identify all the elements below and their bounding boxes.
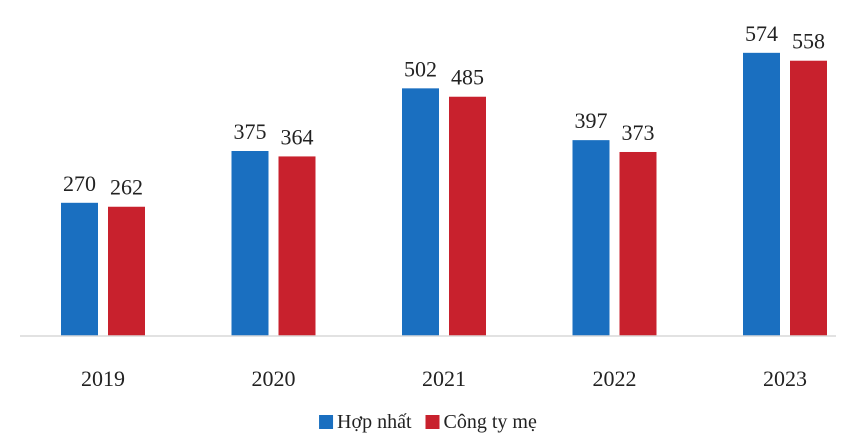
value-label-2021-series-1: 502 — [404, 56, 437, 81]
x-tick-label-2023: 2023 — [763, 366, 807, 391]
bar-2020-series-1 — [232, 151, 269, 336]
bar-2023-series-1 — [743, 53, 780, 336]
bar-2021-series-2 — [449, 97, 486, 336]
x-tick-label-2019: 2019 — [81, 366, 125, 391]
legend-label-series-2: Công ty mẹ — [444, 411, 537, 433]
value-label-2020-series-2: 364 — [281, 124, 314, 149]
bar-2019-series-1 — [61, 203, 98, 336]
value-label-2019-series-2: 262 — [110, 175, 143, 200]
bars-group — [61, 53, 827, 336]
value-label-2023-series-2: 558 — [792, 29, 825, 54]
value-labels-group: 270 262 375 364 502 485 397 373 574 558 — [63, 21, 825, 200]
legend-label-series-1: Hợp nhất — [337, 411, 412, 433]
bar-2023-series-2 — [790, 61, 827, 336]
bar-2020-series-2 — [279, 156, 316, 336]
bar-2022-series-1 — [573, 140, 610, 336]
legend-swatch-series-2 — [426, 415, 440, 429]
value-label-2022-series-1: 397 — [575, 108, 608, 133]
legend-swatch-series-1 — [319, 415, 333, 429]
x-axis-ticks: 2019 2020 2021 2022 2023 — [81, 366, 807, 391]
x-tick-label-2021: 2021 — [422, 366, 466, 391]
value-label-2021-series-2: 485 — [451, 65, 484, 90]
x-tick-label-2022: 2022 — [593, 366, 637, 391]
value-label-2019-series-1: 270 — [63, 171, 96, 196]
x-tick-label-2020: 2020 — [252, 366, 296, 391]
value-label-2022-series-2: 373 — [622, 120, 655, 145]
bar-2021-series-1 — [402, 88, 439, 336]
bar-2019-series-2 — [108, 207, 145, 336]
value-label-2023-series-1: 574 — [745, 21, 778, 46]
value-label-2020-series-1: 375 — [234, 119, 267, 144]
legend: Hợp nhất Công ty mẹ — [319, 411, 537, 433]
bar-2022-series-2 — [620, 152, 657, 336]
